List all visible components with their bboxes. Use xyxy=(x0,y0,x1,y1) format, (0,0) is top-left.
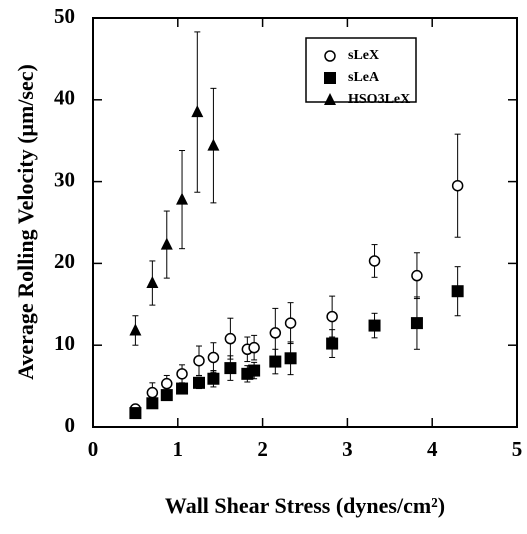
plot-frame xyxy=(92,17,518,428)
point xyxy=(207,372,220,385)
point xyxy=(160,237,173,250)
point xyxy=(248,341,260,354)
point xyxy=(324,93,336,105)
point xyxy=(129,407,142,420)
x-tick-label: 0 xyxy=(88,437,99,461)
point xyxy=(224,332,237,345)
point xyxy=(368,255,381,267)
point xyxy=(324,72,336,84)
y-tick-label: 20 xyxy=(54,249,75,273)
point xyxy=(410,317,423,330)
point xyxy=(146,386,159,399)
point xyxy=(207,351,220,364)
point xyxy=(191,105,204,118)
point xyxy=(411,269,423,282)
point xyxy=(284,317,297,329)
y-tick-label: 10 xyxy=(54,331,75,355)
x-tick-label: 4 xyxy=(427,437,438,461)
point xyxy=(326,337,339,350)
point xyxy=(146,276,159,289)
point xyxy=(368,319,381,332)
point xyxy=(269,355,282,368)
y-tick-label: 50 xyxy=(54,4,75,28)
point xyxy=(224,362,237,375)
y-tick-label: 40 xyxy=(54,86,75,110)
point xyxy=(324,50,336,62)
point xyxy=(129,323,142,336)
legend-box xyxy=(305,37,417,103)
point xyxy=(451,285,464,298)
point xyxy=(176,382,189,395)
x-axis-label: Wall Shear Stress (dynes/cm²) xyxy=(165,493,445,518)
point xyxy=(160,389,173,402)
legend-label: sLeA xyxy=(348,70,380,85)
point xyxy=(176,368,188,380)
point xyxy=(161,377,173,390)
point xyxy=(284,352,297,365)
point xyxy=(451,179,464,192)
point xyxy=(193,376,205,389)
x-tick-label: 5 xyxy=(512,437,523,461)
point xyxy=(269,327,282,339)
y-tick-label: 0 xyxy=(65,413,76,437)
legend-label: HSO3LeX xyxy=(348,92,410,107)
x-tick-label: 1 xyxy=(173,437,184,461)
point xyxy=(193,354,205,367)
point xyxy=(176,192,189,205)
point xyxy=(248,364,261,377)
legend-label: sLeX xyxy=(348,48,379,63)
point xyxy=(146,397,159,410)
y-axis-label: Average Rolling Velocity (μm/sec) xyxy=(13,64,38,380)
x-tick-label: 2 xyxy=(257,437,268,461)
y-tick-label: 30 xyxy=(54,167,75,191)
x-tick-label: 3 xyxy=(342,437,353,461)
point xyxy=(326,310,338,323)
point xyxy=(207,138,220,151)
